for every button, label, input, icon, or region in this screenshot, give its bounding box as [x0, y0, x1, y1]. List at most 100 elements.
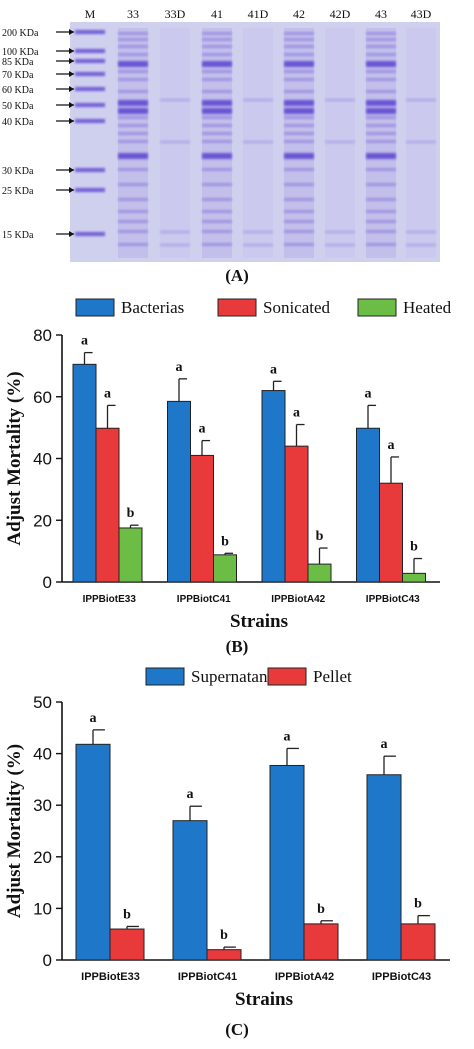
- legend-swatch: [357, 298, 397, 317]
- marker-arrow-head: [69, 29, 74, 35]
- heated-band: [243, 230, 273, 234]
- sample-band: [366, 183, 396, 186]
- sample-band: [366, 108, 396, 114]
- marker-label: 100 KDa: [2, 47, 39, 58]
- marker-label: 60 KDa: [2, 85, 34, 96]
- significance-letter: b: [316, 529, 324, 544]
- sample-band: [202, 45, 232, 48]
- heated-band: [406, 140, 436, 144]
- sample-band: [366, 38, 396, 41]
- bar: [206, 949, 242, 961]
- sample-band: [118, 45, 148, 48]
- sample-band: [284, 124, 314, 127]
- bar: [75, 743, 111, 961]
- heated-band: [243, 243, 273, 247]
- panel-label-b: (B): [225, 637, 249, 656]
- sample-band: [366, 243, 396, 246]
- sample-band: [118, 243, 148, 246]
- y-tick-label: 20: [33, 848, 52, 867]
- x-tick-label: IPPBiotC41: [177, 594, 231, 605]
- sample-band: [118, 168, 148, 171]
- bar: [366, 774, 402, 961]
- x-tick-label: IPPBiotE33: [81, 971, 140, 983]
- heated-band: [325, 140, 355, 144]
- sample-band: [202, 153, 232, 159]
- sample-band: [118, 53, 148, 56]
- sample-band: [284, 220, 314, 223]
- sample-band: [118, 70, 148, 73]
- sample-band: [118, 32, 148, 35]
- sample-band: [284, 100, 314, 106]
- bar: [356, 427, 380, 583]
- sample-band: [284, 108, 314, 114]
- lane-label: 33: [127, 7, 139, 21]
- bar: [261, 390, 286, 583]
- x-tick-label: IPPBiotC43: [366, 594, 420, 605]
- sample-band: [202, 220, 232, 223]
- significance-letter: a: [90, 711, 97, 726]
- sample-band: [284, 210, 314, 213]
- marker-arrow-head: [69, 118, 74, 124]
- sample-band: [284, 70, 314, 73]
- sample-band: [202, 168, 232, 171]
- bar: [118, 527, 143, 583]
- y-tick-label: 20: [33, 511, 52, 530]
- sample-band: [202, 78, 232, 81]
- x-tick-label: IPPBiotE33: [83, 594, 137, 605]
- lane-label: 41D: [248, 7, 269, 21]
- sample-band: [284, 183, 314, 186]
- bar: [400, 923, 436, 961]
- sample-band: [202, 210, 232, 213]
- sample-band: [366, 124, 396, 127]
- y-tick-label: 50: [33, 693, 52, 712]
- sample-band: [366, 70, 396, 73]
- sample-band: [284, 153, 314, 159]
- sample-band: [202, 124, 232, 127]
- marker-label: 200 KDa: [2, 28, 39, 39]
- marker-arrow-head: [69, 231, 74, 237]
- marker-band: [75, 119, 105, 123]
- sample-band: [202, 90, 232, 93]
- marker-label: 25 KDa: [2, 186, 34, 197]
- sample-band: [366, 78, 396, 81]
- marker-arrow-head: [69, 48, 74, 54]
- sample-band: [118, 100, 148, 106]
- sample-band: [366, 45, 396, 48]
- sample-band: [366, 168, 396, 171]
- sample-band: [284, 243, 314, 246]
- lane-label: 33D: [165, 7, 186, 21]
- y-tick-label: 30: [33, 796, 52, 815]
- marker-band: [75, 188, 105, 192]
- x-tick-label: IPPBiotC41: [178, 971, 237, 983]
- x-axis-title: Strains: [230, 611, 288, 632]
- lane-label: 42D: [330, 7, 351, 21]
- heated-band: [160, 243, 190, 247]
- legend-swatch: [217, 298, 257, 317]
- sample-band: [284, 45, 314, 48]
- sample-band: [202, 243, 232, 246]
- sample-band: [202, 61, 232, 67]
- significance-letter: b: [317, 902, 325, 917]
- bar: [172, 820, 208, 961]
- sample-band: [202, 38, 232, 41]
- sample-band: [118, 230, 148, 233]
- sample-band: [202, 32, 232, 35]
- sample-band: [118, 124, 148, 127]
- marker-band: [75, 59, 105, 63]
- sample-band: [118, 140, 148, 143]
- sample-band: [202, 230, 232, 233]
- marker-arrow-head: [69, 167, 74, 173]
- sample-band: [118, 220, 148, 223]
- sample-band: [202, 183, 232, 186]
- sample-band: [366, 140, 396, 143]
- marker-label: 40 KDa: [2, 117, 34, 128]
- bar: [109, 928, 145, 961]
- sample-band: [284, 230, 314, 233]
- legend-label: Supernatant: [191, 667, 272, 686]
- bar: [167, 400, 191, 583]
- marker-band: [75, 232, 105, 236]
- x-axis-title: Strains: [235, 989, 293, 1010]
- y-tick-label: 40: [33, 745, 52, 764]
- sample-band: [366, 153, 396, 159]
- marker-label: 85 KDa: [2, 57, 34, 68]
